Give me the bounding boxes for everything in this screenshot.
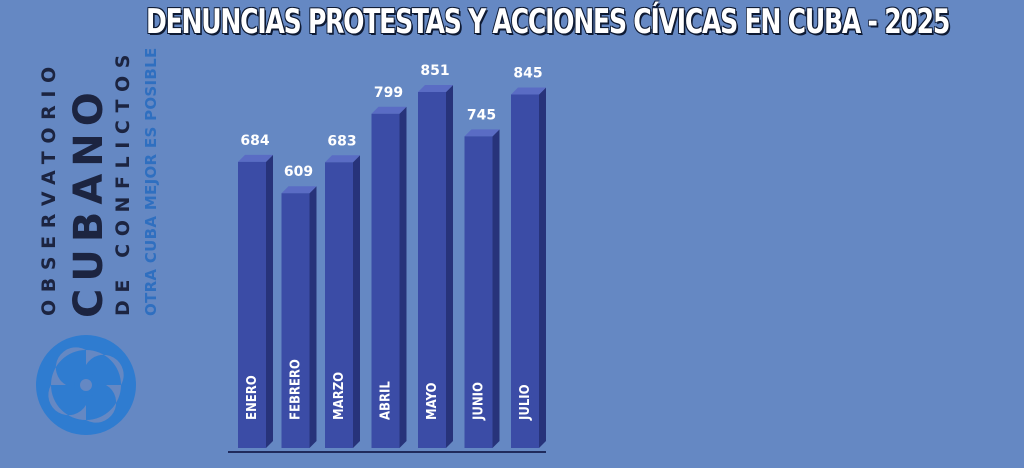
value-label: 684 bbox=[240, 133, 269, 149]
value-label: 683 bbox=[327, 133, 356, 149]
bar-mayo: MAYO 851 bbox=[418, 63, 453, 448]
bar-junio: JUNIO 745 bbox=[464, 107, 500, 448]
month-label: MAYO bbox=[425, 383, 440, 420]
bar-top bbox=[418, 85, 453, 92]
bar-side bbox=[492, 129, 500, 448]
bar-side bbox=[266, 154, 273, 449]
bar-front bbox=[511, 94, 539, 449]
bar-side bbox=[353, 155, 360, 449]
bar-side bbox=[539, 87, 546, 449]
swirl-circle-icon bbox=[36, 335, 136, 435]
bar-top bbox=[464, 129, 500, 137]
bar-top bbox=[511, 87, 546, 95]
bar-front bbox=[281, 193, 310, 448]
value-label: 851 bbox=[420, 63, 449, 79]
bar-top bbox=[371, 106, 407, 114]
observatorio-logo: OBSERVATORIO CUBANO DE CONFLICTOS OTRA C… bbox=[22, 40, 160, 450]
value-label: 745 bbox=[467, 107, 496, 123]
bar-front bbox=[464, 136, 493, 448]
bar-front bbox=[325, 162, 353, 449]
month-label: ABRIL bbox=[379, 381, 394, 420]
bar-abril: ABRIL 799 bbox=[371, 85, 407, 448]
bar-front bbox=[418, 92, 446, 448]
bar-enero: ENERO 684 bbox=[238, 133, 273, 449]
value-label: 799 bbox=[374, 85, 403, 101]
bar-side bbox=[446, 85, 453, 448]
month-label: JUNIO bbox=[472, 382, 487, 421]
bar-febrero: FEBRERO 609 bbox=[281, 164, 317, 448]
bar-side bbox=[399, 106, 407, 448]
bar-side bbox=[309, 186, 317, 448]
bar-julio: JULIO 845 bbox=[511, 66, 546, 449]
bar-front bbox=[371, 113, 400, 448]
value-label: 609 bbox=[284, 164, 313, 180]
value-label: 845 bbox=[513, 66, 542, 82]
bar-front bbox=[238, 161, 266, 449]
bar-top bbox=[325, 155, 360, 163]
bar-top bbox=[281, 186, 317, 194]
month-label: MARZO bbox=[332, 372, 347, 420]
month-label: ENERO bbox=[245, 375, 260, 420]
bar-marzo: MARZO 683 bbox=[325, 133, 360, 449]
month-label: FEBRERO bbox=[289, 359, 304, 420]
month-label: JULIO bbox=[518, 384, 533, 421]
bar-top bbox=[238, 154, 273, 162]
bars-group: ENERO 684 FEBRERO 609 MARZO 683 ABRIL 799 MAYO 85… bbox=[238, 63, 546, 449]
